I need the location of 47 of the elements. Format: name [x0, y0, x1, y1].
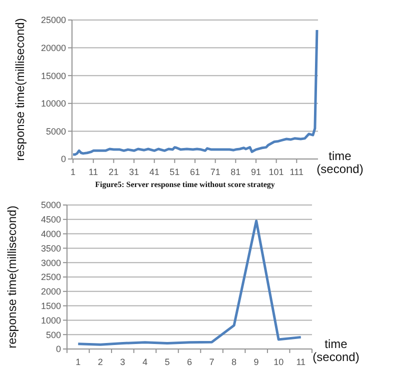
y-tick-label: 2000	[40, 286, 61, 297]
y-tick-label: 0	[56, 344, 61, 354]
x-tick-label: 10	[274, 357, 284, 367]
y-tick-label: 25000	[40, 15, 66, 26]
x-tick-label: 41	[149, 167, 160, 177]
y-tick-label: 4000	[40, 228, 61, 239]
x-tick-label: 3	[120, 357, 126, 367]
x-axis-title: time (second)	[316, 149, 364, 176]
x-tick-label: 8	[232, 357, 237, 367]
x-tick-label: 91	[250, 167, 261, 177]
y-tick-label: 3500	[40, 243, 61, 254]
y-tick-label: 3000	[40, 258, 61, 268]
y-tick-label: 5000	[40, 200, 61, 210]
x-tick-label: 21	[108, 167, 119, 177]
y-tick-label: 10000	[40, 98, 66, 109]
caption: Figure5: Server response time without score strategy	[95, 180, 275, 189]
y-tick-label: 5000	[46, 126, 66, 136]
x-tick-label: 31	[129, 167, 140, 177]
x-tick-label: 2	[98, 357, 103, 367]
y-tick-label: 20000	[40, 42, 66, 53]
y-tick-label: 4500	[40, 214, 61, 225]
y-tick-label: 0	[60, 154, 66, 164]
x-tick-label: 81	[230, 167, 241, 177]
x-tick-label: 7	[209, 357, 214, 367]
x-tick-label: 5	[164, 357, 170, 367]
x-tick-label: 61	[190, 167, 200, 177]
x-tick-label: 1	[70, 167, 76, 177]
y-tick-label: 1500	[40, 300, 61, 311]
x-tick-label: 51	[170, 167, 180, 177]
x-tick-label: 101	[268, 167, 284, 177]
x-tick-label: 1	[76, 357, 81, 367]
x-axis-title: time (second)	[312, 337, 360, 364]
y-axis-title: response time(millisecond)	[13, 18, 27, 161]
x-tick-label: 111	[290, 167, 304, 177]
x-tick-label: 11	[88, 167, 98, 177]
line-series	[72, 28, 318, 156]
y-tick-label: 1000	[40, 315, 61, 326]
x-tick-label: 4	[142, 357, 148, 367]
x-tick-label: 11	[296, 357, 306, 367]
y-axis-title: response time(millisecond)	[5, 206, 19, 348]
x-tick-label: 9	[254, 357, 259, 367]
x-tick-label: 71	[210, 167, 220, 177]
y-tick-label: 2500	[40, 272, 61, 282]
x-tick-label: 6	[186, 357, 192, 367]
y-tick-label: 15000	[40, 70, 66, 81]
line-series	[76, 220, 302, 346]
y-tick-label: 500	[46, 330, 61, 340]
